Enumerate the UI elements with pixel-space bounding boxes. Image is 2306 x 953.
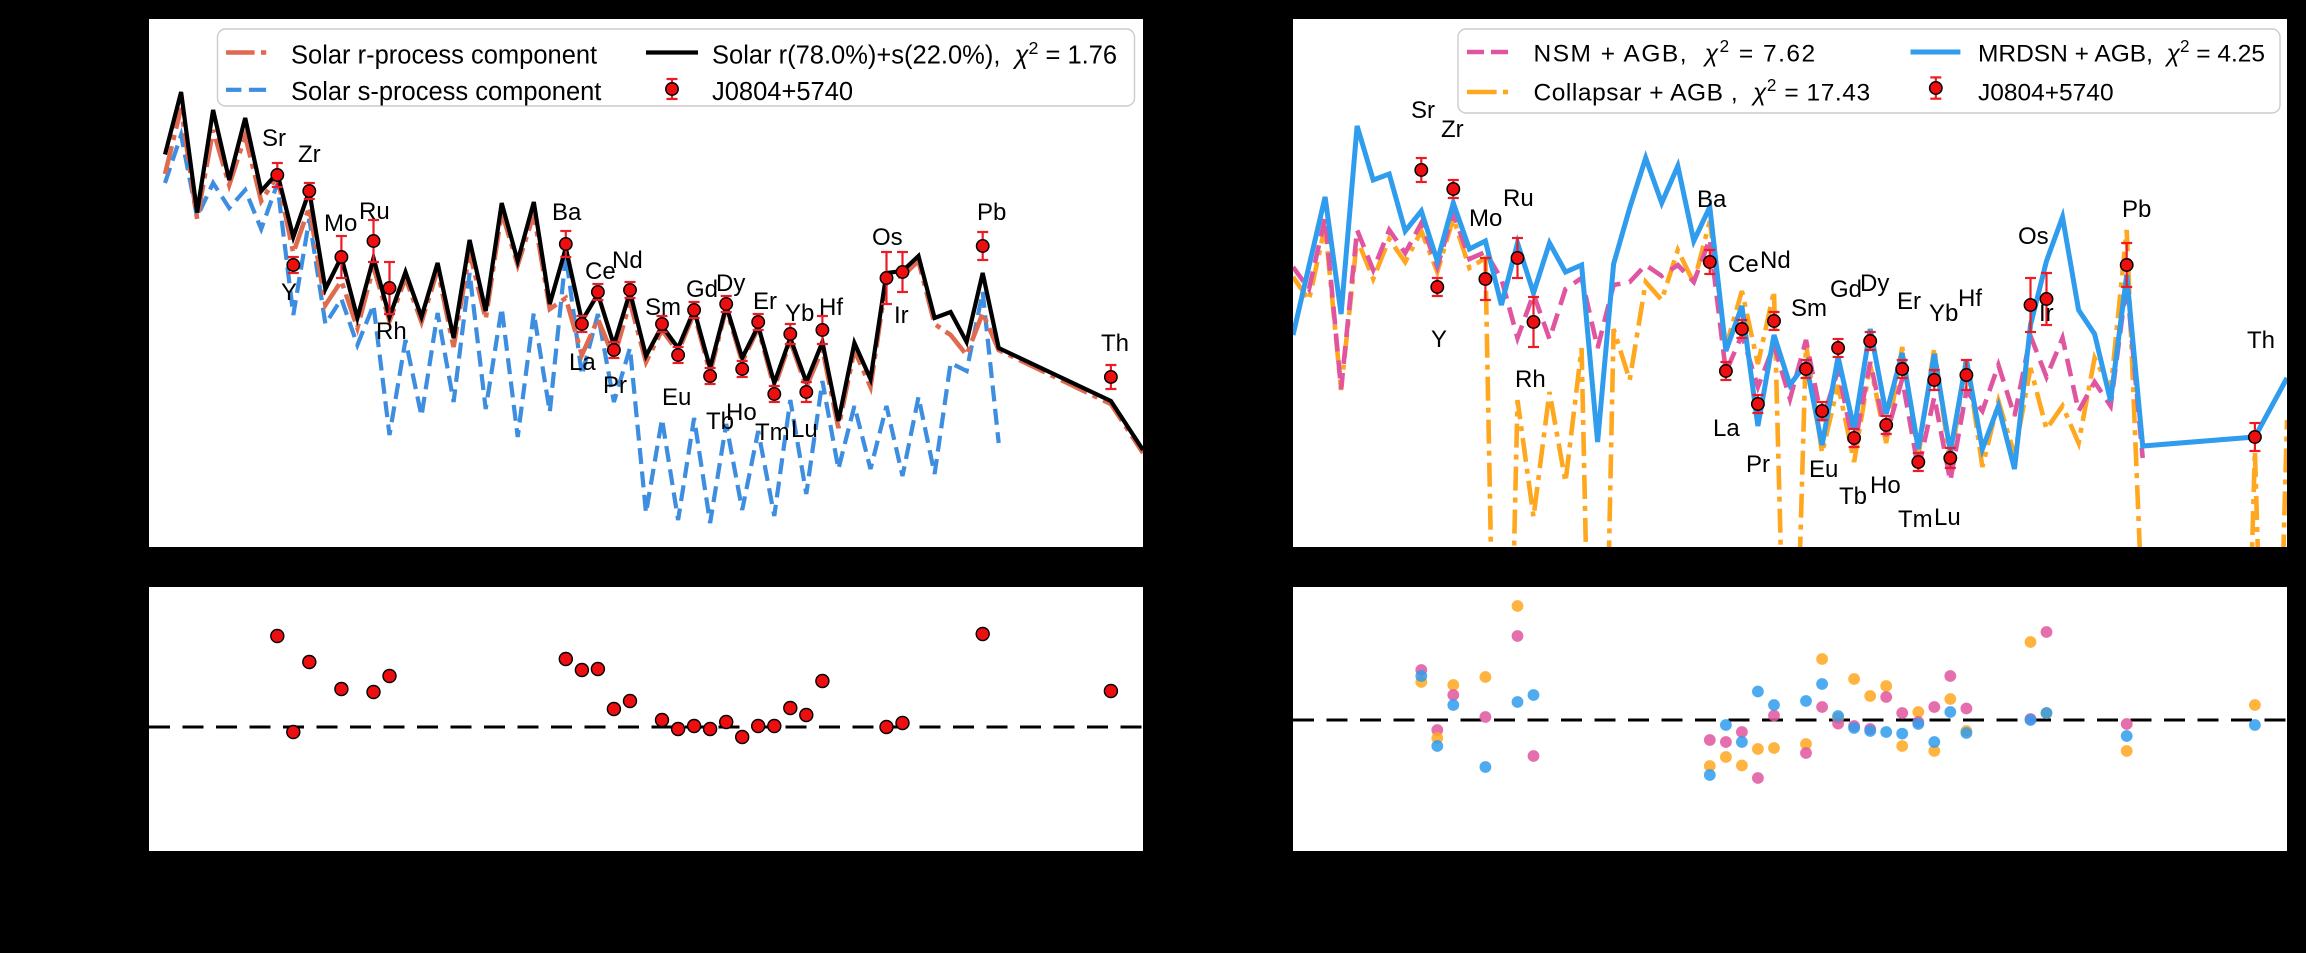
svg-text:Th: Th — [2247, 327, 2275, 354]
svg-text:Tm: Tm — [1898, 506, 1933, 533]
svg-text:Ru: Ru — [1503, 185, 1534, 212]
svg-text:J0804+5740: J0804+5740 — [1978, 80, 2114, 107]
svg-text:Ce: Ce — [1728, 251, 1759, 278]
svg-text:Gd: Gd — [686, 276, 718, 303]
svg-text:Nd: Nd — [612, 247, 643, 274]
svg-text:Os: Os — [872, 224, 903, 251]
svg-text:Zr: Zr — [1441, 116, 1464, 143]
svg-text:Sr: Sr — [1411, 97, 1435, 124]
svg-text:Ho: Ho — [1870, 472, 1901, 499]
svg-text:Ir: Ir — [894, 302, 909, 329]
svg-text:Pr: Pr — [603, 372, 627, 399]
svg-text:Yb: Yb — [1929, 300, 1958, 327]
svg-text:MRDSN + AGB, χ2 = 4.25: MRDSN + AGB, χ2 = 4.25 — [1978, 37, 2265, 67]
svg-text:Os: Os — [2018, 223, 2049, 250]
svg-text:Hf: Hf — [819, 294, 843, 321]
svg-text:Pr: Pr — [1746, 451, 1770, 478]
svg-text:Solar s-process component: Solar s-process component — [291, 78, 601, 106]
svg-text:Tb: Tb — [1839, 483, 1867, 510]
svg-text:Sr: Sr — [262, 125, 286, 152]
svg-text:Hf: Hf — [1958, 285, 1982, 312]
svg-text:Ba: Ba — [552, 199, 582, 226]
svg-text:Rh: Rh — [1515, 366, 1546, 393]
svg-text:Solar r-process component: Solar r-process component — [291, 42, 597, 70]
svg-text:Mo: Mo — [1469, 205, 1502, 232]
svg-text:Ce: Ce — [585, 258, 616, 285]
svg-text:J0804+5740: J0804+5740 — [712, 78, 853, 106]
svg-text:Tb: Tb — [706, 408, 734, 435]
svg-text:Lu: Lu — [791, 416, 818, 443]
svg-text:Ru: Ru — [359, 198, 390, 225]
svg-text:Pb: Pb — [2122, 196, 2151, 223]
svg-text:Th: Th — [1101, 330, 1129, 357]
svg-text:Ho: Ho — [726, 399, 757, 426]
svg-text:NSM + AGB, χ2 = 7.62: NSM + AGB, χ2 = 7.62 — [1534, 37, 1817, 67]
svg-text:Eu: Eu — [662, 384, 691, 411]
svg-text:Y: Y — [281, 279, 297, 306]
svg-text:Gd: Gd — [1830, 276, 1862, 303]
svg-text:Sm: Sm — [645, 294, 681, 321]
svg-text:Solar r(78.0%)+s(22.0%), χ2 =: Solar r(78.0%)+s(22.0%), χ2 = 1.76 — [712, 38, 1117, 70]
svg-text:Rh: Rh — [376, 318, 407, 345]
svg-text:Dy: Dy — [716, 270, 745, 297]
svg-text:Sm: Sm — [1791, 295, 1827, 322]
svg-text:Yb: Yb — [785, 300, 814, 327]
svg-text:Zr: Zr — [298, 141, 321, 168]
svg-text:Dy: Dy — [1860, 270, 1889, 297]
svg-text:Tm: Tm — [755, 419, 790, 446]
svg-text:Nd: Nd — [1760, 247, 1791, 274]
svg-text:Er: Er — [753, 288, 777, 315]
svg-text:La: La — [1713, 415, 1740, 442]
svg-text:Ba: Ba — [1697, 186, 1727, 213]
svg-text:Ir: Ir — [2039, 300, 2054, 327]
svg-text:Eu: Eu — [1809, 456, 1838, 483]
svg-text:Lu: Lu — [1934, 504, 1961, 531]
svg-text:Y: Y — [1431, 326, 1447, 353]
svg-text:Pb: Pb — [977, 199, 1006, 226]
svg-text:Collapsar + AGB , χ2 = 17.43: Collapsar + AGB , χ2 = 17.43 — [1534, 76, 1871, 106]
svg-text:Er: Er — [1897, 288, 1921, 315]
svg-text:Mo: Mo — [324, 210, 357, 237]
svg-text:La: La — [569, 349, 596, 376]
